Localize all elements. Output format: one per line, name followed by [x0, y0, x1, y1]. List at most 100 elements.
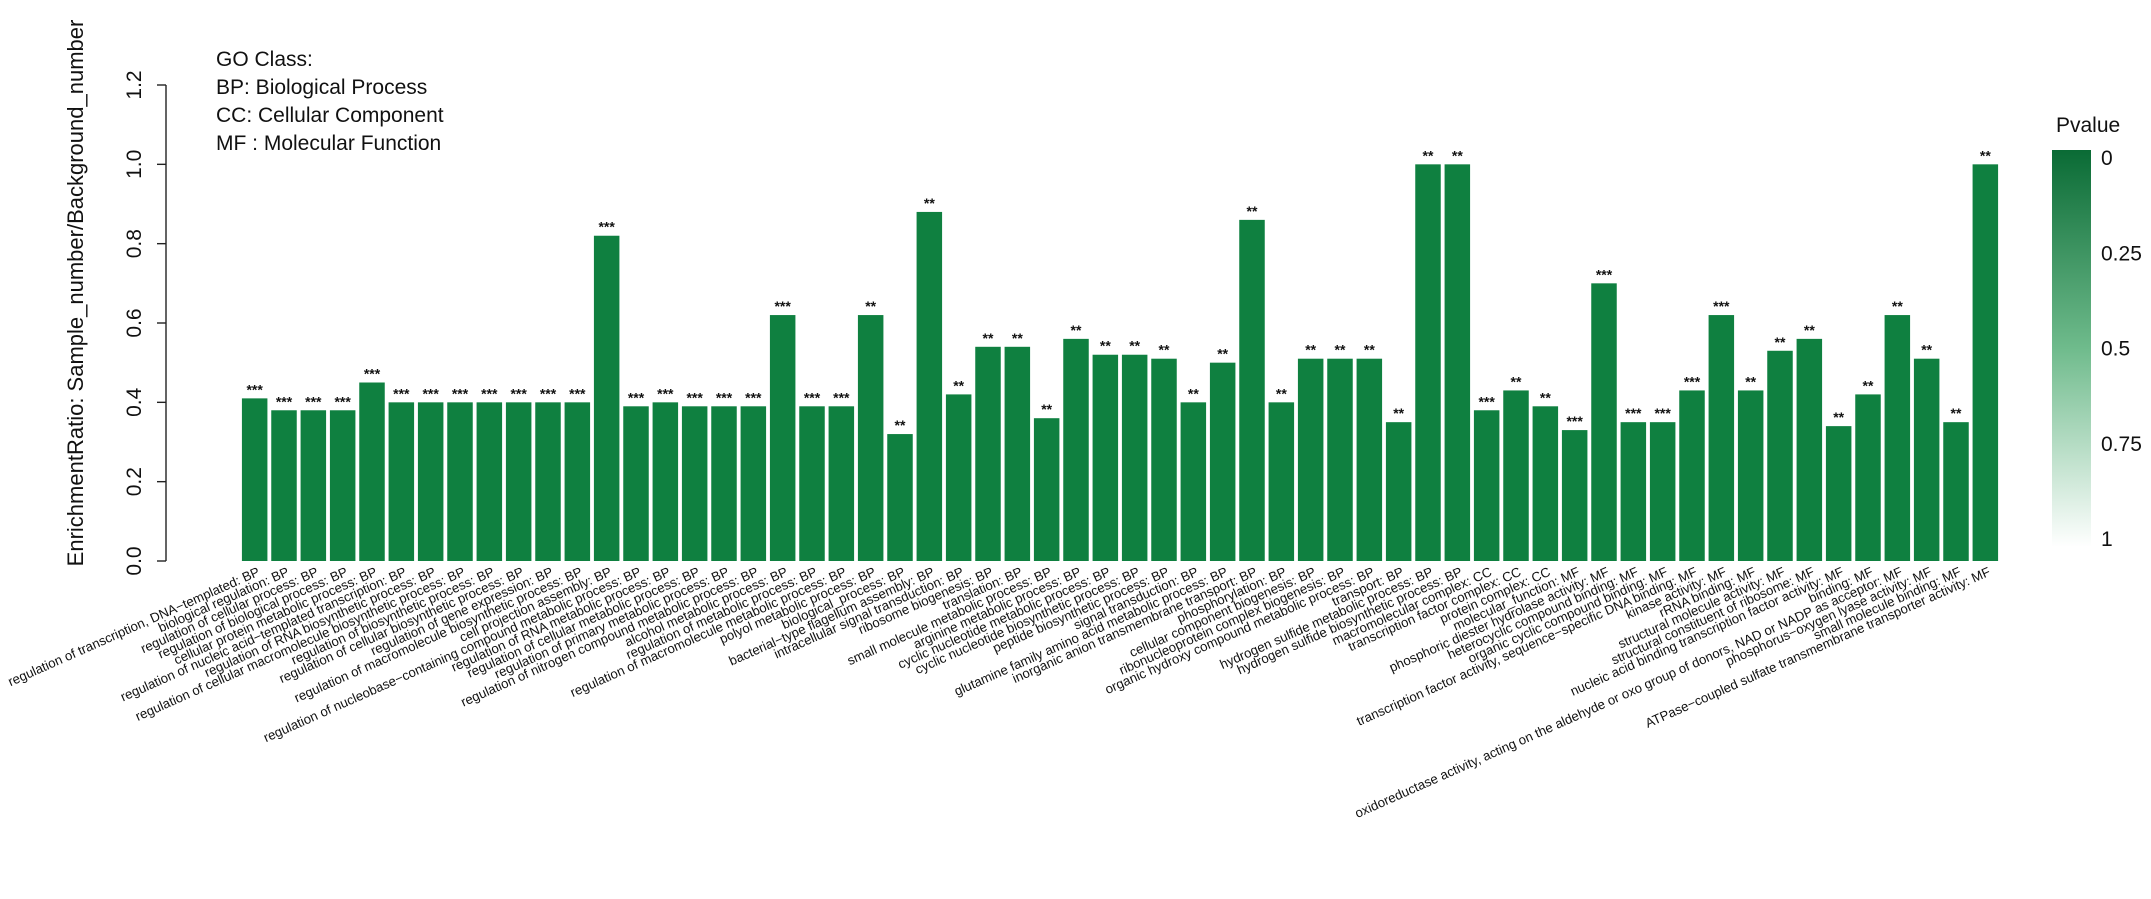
significance-label: ***: [276, 393, 293, 409]
y-axis-title: EnrichmentRatio: Sample_number/Backgroun…: [63, 20, 88, 567]
significance-label: ***: [833, 389, 850, 405]
significance-label: **: [1335, 342, 1346, 358]
bar: [1737, 390, 1764, 561]
bar: [593, 235, 620, 561]
bar: [1092, 354, 1119, 561]
bar: [1209, 362, 1236, 561]
significance-label: ***: [246, 381, 263, 397]
bar: [1532, 406, 1559, 561]
bar: [623, 406, 649, 561]
significance-label: **: [1804, 322, 1815, 338]
bar: [681, 406, 708, 561]
bar: [1268, 402, 1295, 561]
bar: [652, 402, 679, 561]
bar: [975, 346, 1001, 561]
bar: [1796, 338, 1823, 561]
y-tick-label: 0.6: [123, 308, 146, 337]
significance-label: ***: [393, 385, 410, 401]
bar: [1297, 358, 1324, 561]
significance-label: **: [1951, 405, 1962, 421]
bar: [447, 402, 473, 561]
bar: [1033, 418, 1060, 561]
significance-label: ***: [569, 385, 586, 401]
significance-label: ***: [481, 385, 498, 401]
bar: [769, 315, 796, 561]
significance-label: **: [1159, 342, 1170, 358]
bar: [1708, 315, 1735, 561]
bar: [1063, 338, 1089, 561]
significance-label: ***: [334, 393, 351, 409]
y-tick-label: 0.8: [123, 229, 146, 258]
bar: [1561, 430, 1588, 561]
bar: [857, 315, 884, 561]
bar: [1180, 402, 1207, 561]
pvalue-tick-label: 0.25: [2101, 242, 2142, 265]
significance-label: **: [1041, 401, 1052, 417]
significance-label: ***: [745, 389, 762, 405]
significance-label: ***: [598, 219, 615, 235]
significance-label: **: [1247, 203, 1258, 219]
significance-label: ***: [628, 389, 645, 405]
significance-label: ***: [774, 298, 791, 314]
significance-label: **: [1305, 342, 1316, 358]
significance-label: ***: [1566, 413, 1583, 429]
bar: [476, 402, 503, 561]
significance-label: **: [1921, 342, 1932, 358]
bar: [1972, 164, 1999, 562]
bar: [1151, 358, 1177, 561]
significance-label: **: [1423, 147, 1434, 163]
pvalue-tick-label: 1: [2101, 528, 2113, 551]
pvalue-tick-label: 0: [2101, 147, 2113, 170]
bar: [1767, 350, 1793, 561]
y-tick-label: 0.2: [123, 467, 146, 496]
bar: [1943, 422, 1969, 561]
significance-label: **: [1745, 373, 1756, 389]
significance-label: ***: [1713, 298, 1730, 314]
go-class-legend-title: GO Class:: [216, 48, 313, 71]
significance-label: ***: [1684, 373, 1701, 389]
bar: [1473, 410, 1500, 561]
significance-label: **: [953, 377, 964, 393]
bar: [329, 410, 356, 561]
significance-label: **: [1129, 338, 1140, 354]
bar: [535, 402, 561, 561]
significance-label: **: [1217, 346, 1228, 362]
significance-label: **: [1393, 405, 1404, 421]
bar: [828, 406, 855, 561]
bar: [564, 402, 591, 561]
significance-label: ***: [305, 393, 322, 409]
significance-label: **: [1833, 409, 1844, 425]
significance-label: ***: [510, 385, 527, 401]
significance-label: ***: [804, 389, 821, 405]
bar: [1591, 283, 1617, 561]
significance-label: ***: [1596, 266, 1613, 282]
go-class-legend-bp: BP: Biological Process: [216, 76, 428, 99]
significance-label: **: [1012, 330, 1023, 346]
significance-label: ***: [1654, 405, 1671, 421]
bar: [1121, 354, 1148, 561]
bar: [799, 406, 825, 561]
bar: [1620, 422, 1647, 561]
bar: [417, 402, 444, 561]
significance-label: **: [1863, 377, 1874, 393]
significance-label: **: [1452, 147, 1463, 163]
bar: [1649, 422, 1676, 561]
bar: [1239, 219, 1265, 561]
bar: [1679, 390, 1705, 561]
bar: [1503, 390, 1529, 561]
bar: [740, 406, 767, 561]
significance-label: ***: [422, 385, 439, 401]
pvalue-tick-label: 0.5: [2101, 338, 2130, 361]
bar: [711, 406, 737, 561]
bar: [916, 211, 943, 561]
bar: [1385, 422, 1412, 561]
y-tick-label: 1.0: [123, 150, 146, 179]
significance-label: **: [1276, 385, 1287, 401]
significance-label: ***: [452, 385, 469, 401]
significance-label: ***: [716, 389, 733, 405]
pvalue-legend-title: Pvalue: [2056, 114, 2121, 137]
significance-label: **: [1071, 322, 1082, 338]
significance-label: **: [1188, 385, 1199, 401]
bar: [241, 398, 268, 561]
